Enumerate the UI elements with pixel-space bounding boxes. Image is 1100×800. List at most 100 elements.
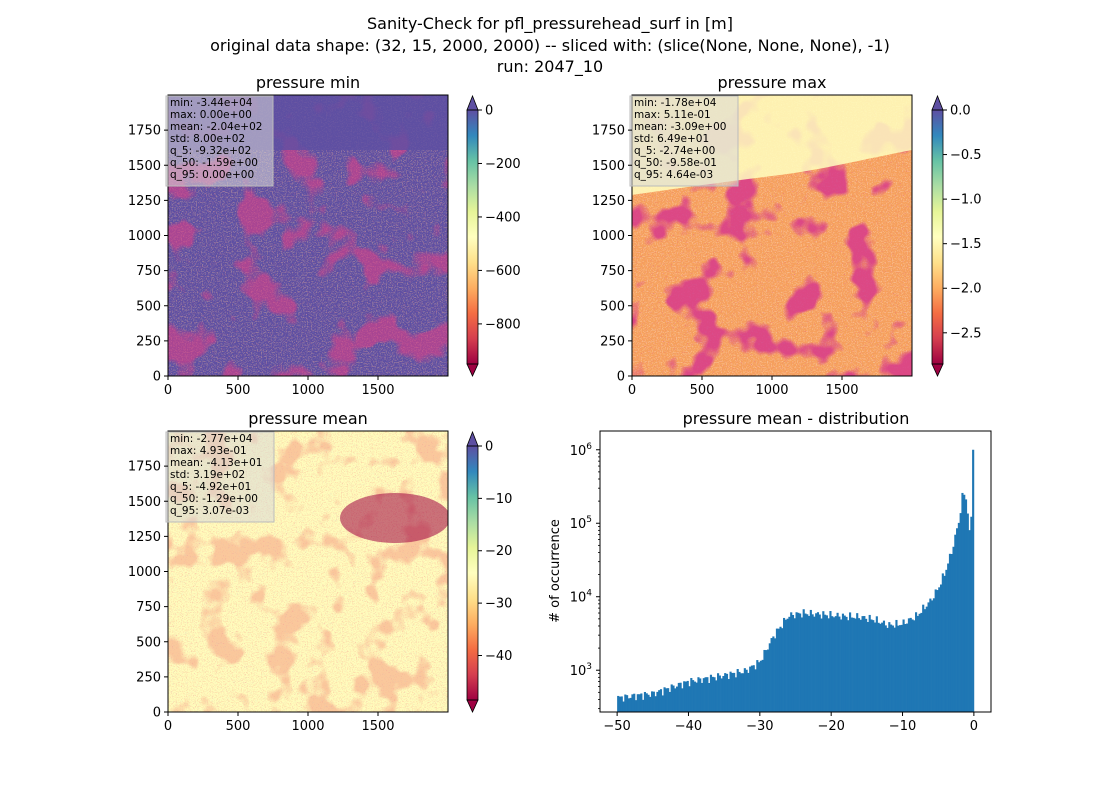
histogram-bar [690, 678, 693, 712]
histogram-bar [929, 598, 932, 712]
histogram-bar [811, 614, 814, 712]
y-tick-label: 1000 [592, 229, 625, 244]
stats-line: q_95: 3.07e-03 [170, 505, 249, 517]
histogram-bar [640, 693, 643, 712]
histogram-bar [752, 665, 755, 712]
histogram-bar [952, 546, 955, 712]
x-tick-label: 1500 [361, 383, 394, 398]
histogram-bar [718, 675, 721, 712]
histogram-bar [888, 622, 891, 712]
histogram-bar [964, 499, 968, 712]
histogram-bar [725, 673, 729, 712]
histogram-bar [704, 677, 707, 712]
colorbar-tick-label: −400 [485, 210, 521, 225]
histogram-bar [736, 669, 739, 712]
histogram-bar [863, 616, 866, 712]
histogram-bar [749, 666, 752, 712]
x-tick-label: 500 [690, 383, 715, 398]
histogram-bar [916, 615, 919, 712]
histogram-bars [617, 449, 975, 712]
histogram-bar [854, 618, 857, 712]
histogram-bar [845, 616, 848, 712]
stats-line: q_50: -9.58e-01 [634, 157, 717, 169]
histogram-bar [747, 672, 750, 712]
histogram-bar [972, 449, 975, 712]
histogram-bar [756, 660, 759, 712]
histogram-bar [706, 677, 709, 712]
histogram-bar [738, 671, 741, 712]
y-tick-label: 750 [136, 264, 161, 279]
histogram-bar [763, 649, 766, 712]
y-axis: 0 250 500 750 1000 1250 1500 1750 [128, 460, 168, 721]
y-tick-label: 1500 [128, 495, 161, 510]
y-tick-label: 1250 [128, 530, 161, 545]
histogram-bar [627, 698, 630, 712]
histogram-bar [617, 695, 620, 712]
histogram-bar [670, 684, 673, 712]
stats-line: q_95: 0.00e+00 [170, 169, 254, 181]
colorbar-tick-label: −40 [485, 649, 512, 664]
histogram-bar [870, 619, 873, 712]
histogram-bar [765, 650, 768, 712]
stats-line: q_5: -2.74e+00 [634, 145, 715, 157]
histogram-bar [774, 638, 777, 712]
histogram-bar [643, 691, 647, 712]
y-tick-label: 103 [570, 662, 592, 679]
histogram-bar [679, 682, 682, 712]
stats-line: min: -3.44e+04 [170, 97, 253, 109]
stats-line: max: 0.00e+00 [170, 109, 252, 121]
histogram-bar [681, 688, 684, 712]
histogram-bar [825, 615, 828, 712]
histogram-bar [841, 613, 845, 712]
colorbar-tick-label: −10 [485, 492, 512, 507]
x-axis: −50 −40 −30 −20 −10 0 [603, 712, 978, 734]
histogram-bar [857, 618, 861, 712]
y-axis: 0 250 500 750 1000 1250 1500 1750 [592, 124, 632, 385]
histogram-bar [629, 697, 632, 712]
histogram-bar [768, 643, 771, 712]
x-tick-label: 0 [628, 383, 636, 398]
y-tick-label: 750 [600, 264, 625, 279]
y-tick-label: 750 [136, 600, 161, 615]
colorbar-tick-label: 0 [485, 104, 493, 119]
histogram-bar [956, 528, 959, 712]
y-axis: 103 104 105 106 [570, 442, 600, 710]
histogram-bar [642, 699, 645, 712]
histogram-bar [968, 530, 971, 712]
colorbar-tick-label: −20 [485, 544, 512, 559]
histogram-bar [791, 614, 795, 712]
histogram-bar [750, 665, 754, 712]
colorbar-tick-label: 0.0 [950, 104, 971, 119]
histogram-bar [879, 623, 882, 712]
panel-title: pressure min [256, 73, 360, 92]
histogram-bar [754, 669, 757, 712]
histogram-bar [918, 613, 921, 712]
histogram-bar [938, 587, 941, 712]
histogram-bar [622, 701, 625, 712]
histogram-bar [802, 609, 805, 712]
stats-line: q_50: -1.29e+00 [170, 493, 258, 505]
histogram-bar [661, 695, 664, 712]
histogram-bar [807, 615, 811, 712]
histogram-bar [647, 694, 650, 712]
histogram-bar [799, 613, 802, 712]
stats-line: std: 8.00e+02 [170, 133, 245, 145]
x-tick-label: 500 [226, 383, 251, 398]
histogram-bar [636, 694, 639, 712]
histogram-bar [618, 696, 622, 712]
histogram-bar [790, 612, 793, 712]
x-axis: 0 500 1000 1500 [164, 376, 395, 398]
histogram-bar [684, 681, 688, 712]
histogram-bar [722, 675, 725, 712]
histogram-bar [931, 600, 934, 712]
histogram-bar [822, 611, 825, 712]
stats-line: max: 4.93e-01 [170, 445, 247, 457]
y-tick-label: 1250 [128, 194, 161, 209]
y-tick-label: 1000 [128, 229, 161, 244]
histogram-bar [909, 617, 912, 712]
histogram-bar [850, 617, 853, 712]
histogram-bar [697, 677, 700, 712]
